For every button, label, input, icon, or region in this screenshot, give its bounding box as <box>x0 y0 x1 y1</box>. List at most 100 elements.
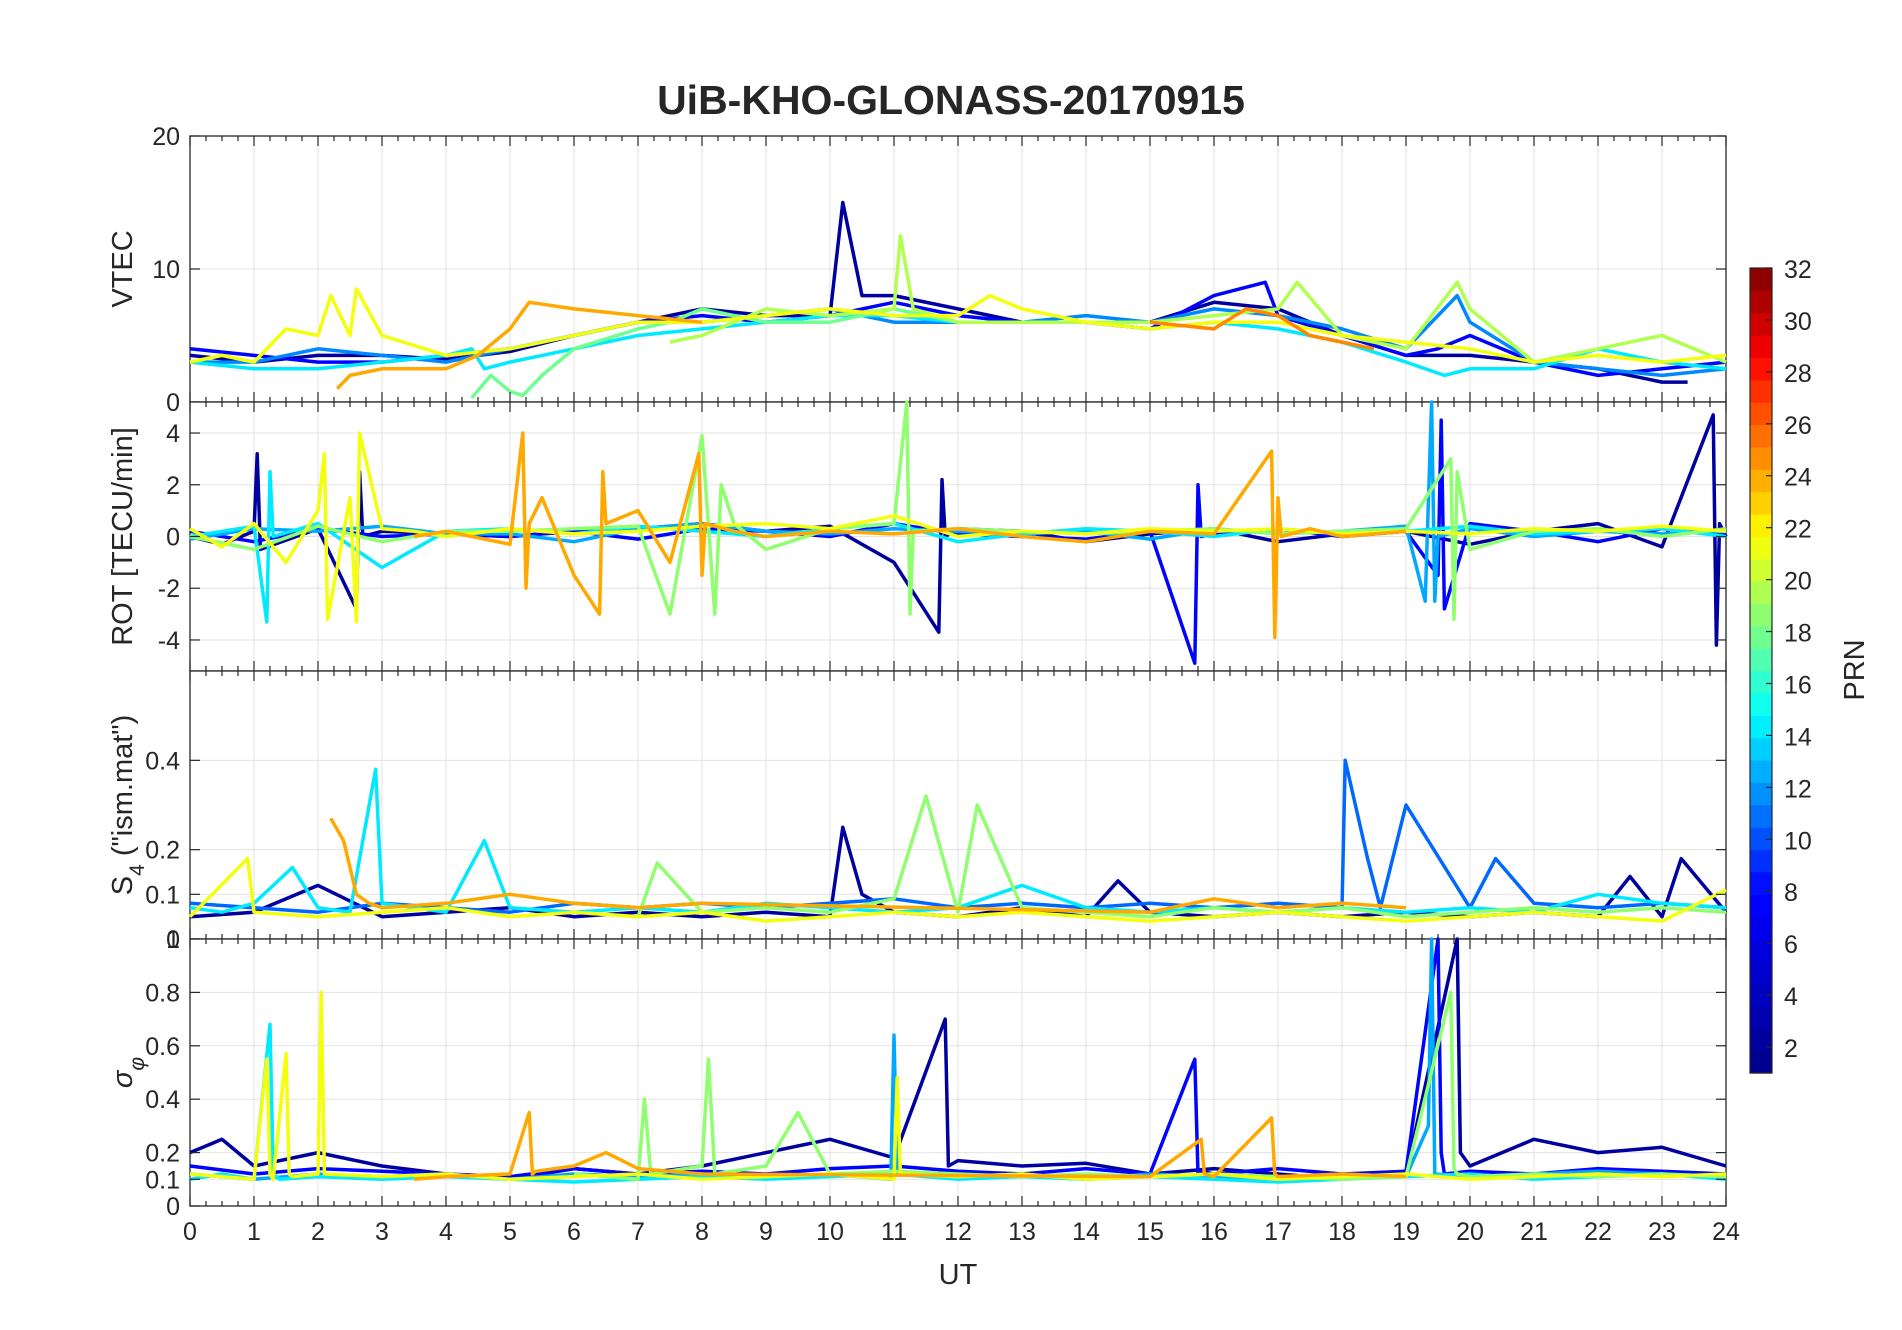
colorbar-segment <box>1750 648 1772 672</box>
y-tick-label: 0 <box>166 926 180 954</box>
x-tick-label: 15 <box>1136 1218 1164 1246</box>
x-tick-label: 13 <box>1008 1218 1036 1246</box>
series-prn-20 <box>188 856 1727 923</box>
colorbar-segment <box>1750 983 1772 1007</box>
colorbar-segment <box>1750 1050 1772 1074</box>
tick-marks <box>189 671 1727 940</box>
colorbar-segment <box>1750 603 1772 627</box>
series-prn-20 <box>189 287 1727 364</box>
y-tick-label: 4 <box>166 420 180 448</box>
colorbar-segment <box>1750 558 1772 582</box>
y-tick-label: 20 <box>152 123 180 151</box>
x-tick-label: 21 <box>1520 1218 1548 1246</box>
colorbar-segment <box>1750 938 1772 962</box>
x-tick-label: 24 <box>1712 1218 1740 1246</box>
series-group <box>189 400 1728 665</box>
colorbar-tick-label: 4 <box>1784 983 1798 1011</box>
panel-s4: 0 0.1 0.2 0.4S4 ("ism.mat") <box>107 670 1728 954</box>
colorbar-segment <box>1750 871 1772 895</box>
y-tick-label: 1 <box>166 926 180 954</box>
x-tick-label: 22 <box>1584 1218 1612 1246</box>
panel-rot: -4 -2 0 2 4 ROT [TECU/min] <box>107 400 1728 672</box>
x-tick-label: 11 <box>881 1218 907 1246</box>
colorbar-tick-label: 22 <box>1784 516 1812 544</box>
colorbar-label: PRN <box>1839 639 1871 700</box>
x-tick-label: 0 <box>183 1218 197 1246</box>
x-tick-label: 23 <box>1648 1218 1676 1246</box>
colorbar-tick-label: 20 <box>1784 568 1812 596</box>
colorbar-tick-label: 24 <box>1784 464 1812 492</box>
x-tick-label: 12 <box>944 1218 972 1246</box>
colorbar-segment <box>1750 491 1772 515</box>
series-prn-12 <box>189 313 1727 378</box>
x-tick-label: 4 <box>439 1218 453 1246</box>
y-tick-label: 0.4 <box>145 1086 180 1114</box>
colorbar-tick-label: 6 <box>1784 931 1798 959</box>
x-tick-label: 5 <box>503 1218 517 1246</box>
colorbar-segment <box>1750 335 1772 359</box>
x-tick-label: 20 <box>1456 1218 1484 1246</box>
series-prn-23 <box>329 817 1407 914</box>
series-prn-23 <box>413 431 1407 640</box>
x-tick-label: 18 <box>1328 1218 1356 1246</box>
tick-marks <box>189 938 1727 1207</box>
y-tick-label: 2 <box>166 472 180 500</box>
panel-vtec: 0 10 20 VTEC <box>107 123 1727 417</box>
series-prn-24 <box>1149 307 1375 351</box>
x-tick-label: 14 <box>1072 1218 1100 1246</box>
colorbar-tick-label: 12 <box>1784 775 1812 803</box>
colorbar-segment <box>1750 1005 1772 1029</box>
colorbar-segment <box>1750 849 1772 873</box>
y-tick-label: 0.1 <box>145 881 180 909</box>
y-tick-label: 0 <box>166 1193 180 1221</box>
series-group <box>189 200 1727 400</box>
y-tick-label: 10 <box>152 256 180 284</box>
x-axis-label: UT <box>939 1259 978 1291</box>
colorbar-tick-label: 30 <box>1784 308 1812 336</box>
x-tick-label: 19 <box>1392 1218 1420 1246</box>
y-tick-label: 0.2 <box>145 837 180 865</box>
colorbar-segment <box>1750 625 1772 649</box>
colorbar-segment <box>1750 268 1772 291</box>
y-tick-label: -4 <box>158 627 180 655</box>
colorbar-segment <box>1750 290 1772 314</box>
colorbar-segment <box>1750 536 1772 560</box>
series-prn-23 <box>413 1110 1407 1182</box>
x-tick-label: 8 <box>695 1218 709 1246</box>
colorbar-frame <box>1749 267 1773 1074</box>
colorbar-tick-label: 26 <box>1784 412 1812 440</box>
colorbar-segment <box>1750 737 1772 761</box>
x-tick-label: 17 <box>1264 1218 1292 1246</box>
y-tick-label: 0.1 <box>145 1166 180 1194</box>
x-tick-label: 1 <box>247 1218 261 1246</box>
tick-marks <box>189 135 1727 403</box>
series-group <box>188 758 1728 923</box>
y-axis-label-s4: S4 ("ism.mat") <box>107 715 149 896</box>
colorbar-segment <box>1750 513 1772 537</box>
colorbar-tick-label: 2 <box>1784 1035 1798 1063</box>
y-tick-label: 0.6 <box>145 1033 180 1061</box>
series-prn-23 <box>335 300 703 390</box>
colorbar-tick-label: 32 <box>1784 256 1812 284</box>
x-tick-label: 6 <box>567 1218 581 1246</box>
colorbar-segment <box>1750 894 1772 918</box>
colorbar-segment <box>1750 446 1772 470</box>
series-prn-17 <box>573 990 1727 1182</box>
y-tick-label: 0 <box>166 524 180 552</box>
colorbar-tick-label: 14 <box>1784 723 1812 751</box>
colorbar-segment <box>1750 402 1772 426</box>
x-tick-label: 10 <box>816 1218 844 1246</box>
x-tick-label: 9 <box>759 1218 773 1246</box>
colorbar-segment <box>1750 759 1772 783</box>
colorbar-segment <box>1750 581 1772 605</box>
colorbar-tick-label: 18 <box>1784 620 1812 648</box>
y-tick-label: 0 <box>166 389 180 417</box>
colorbar-segment <box>1750 670 1772 694</box>
chart-title: UiB-KHO-GLONASS-20170915 <box>657 77 1245 123</box>
colorbar-segment <box>1750 916 1772 940</box>
colorbar-segment <box>1750 715 1772 739</box>
colorbar-segment <box>1750 692 1772 716</box>
